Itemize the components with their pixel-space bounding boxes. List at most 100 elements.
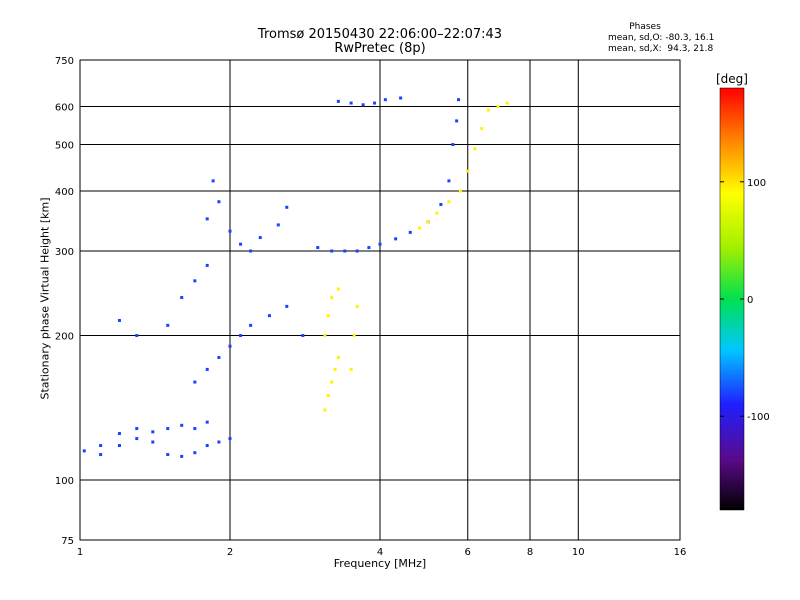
- data-point: [166, 453, 170, 457]
- data-point: [455, 119, 459, 123]
- y-tick-label: 750: [55, 56, 74, 67]
- data-point: [193, 451, 197, 455]
- data-point: [180, 454, 184, 458]
- data-point: [267, 314, 271, 318]
- data-point: [316, 246, 320, 250]
- data-point: [326, 314, 330, 318]
- data-point: [285, 205, 289, 209]
- data-point: [457, 98, 461, 102]
- data-point: [333, 367, 337, 371]
- data-point: [361, 103, 365, 107]
- data-point: [330, 249, 334, 253]
- data-point: [323, 334, 327, 338]
- phases-x-stats: mean, sd,X: 94.3, 21.8: [608, 44, 714, 54]
- data-point: [447, 179, 451, 183]
- data-point: [239, 334, 243, 338]
- y-tick-label: 100: [55, 476, 74, 487]
- data-point: [336, 99, 340, 103]
- data-point: [166, 323, 170, 327]
- data-point: [135, 334, 139, 338]
- data-point: [249, 323, 253, 327]
- data-point: [217, 355, 221, 359]
- data-point: [205, 367, 209, 371]
- data-point: [439, 202, 443, 206]
- y-tick-label: 400: [55, 187, 74, 198]
- data-point: [480, 126, 484, 130]
- data-point: [458, 189, 462, 193]
- data-point: [301, 334, 305, 338]
- data-point: [117, 444, 121, 448]
- y-tick-label: 300: [55, 247, 74, 258]
- data-point: [349, 101, 353, 105]
- data-point: [205, 217, 209, 221]
- data-point: [355, 304, 359, 308]
- data-point: [496, 105, 500, 109]
- data-point: [193, 279, 197, 283]
- data-point: [383, 98, 387, 102]
- data-point: [343, 249, 347, 253]
- data-point: [505, 101, 509, 105]
- data-point: [451, 143, 455, 147]
- data-point: [473, 147, 477, 151]
- colorbar-label: [deg]: [716, 72, 748, 86]
- colorbar-tick-label: 0: [747, 295, 753, 306]
- data-point: [228, 437, 232, 441]
- phases-title: Phases: [629, 22, 661, 32]
- x-tick-label: 10: [572, 547, 585, 558]
- data-point: [285, 304, 289, 308]
- data-point: [399, 96, 403, 100]
- data-point: [151, 440, 155, 444]
- data-point: [349, 367, 353, 371]
- plot-frame: [79, 59, 681, 541]
- data-point: [135, 437, 139, 441]
- data-point: [99, 444, 103, 448]
- data-point: [117, 432, 121, 436]
- data-point: [180, 296, 184, 300]
- data-point: [330, 380, 334, 384]
- data-point: [258, 236, 262, 240]
- data-point: [117, 318, 121, 322]
- chart-title: Tromsø 20150430 22:06:00–22:07:43: [257, 27, 503, 42]
- x-tick-label: 16: [674, 547, 687, 558]
- data-point: [336, 287, 340, 291]
- data-point: [205, 263, 209, 267]
- data-point: [466, 169, 470, 173]
- data-point: [326, 394, 330, 398]
- x-tick-label: 2: [227, 547, 233, 558]
- data-point: [408, 230, 412, 234]
- data-point: [82, 449, 86, 453]
- data-point: [435, 211, 439, 215]
- data-point: [211, 179, 215, 183]
- colorbar-tick-label: -100: [747, 412, 770, 423]
- data-point: [336, 355, 340, 359]
- data-point: [166, 427, 170, 431]
- data-point: [249, 249, 253, 253]
- data-point: [426, 220, 430, 224]
- x-tick-label: 6: [465, 547, 471, 558]
- data-point: [373, 101, 377, 105]
- data-point: [217, 440, 221, 444]
- data-point: [180, 423, 184, 427]
- data-point: [330, 296, 334, 300]
- data-point: [417, 226, 421, 230]
- data-point: [447, 200, 451, 204]
- data-point: [99, 453, 103, 457]
- data-point: [323, 408, 327, 412]
- data-point: [193, 380, 197, 384]
- data-point: [355, 249, 359, 253]
- phases-o-stats: mean, sd,O: -80.3, 16.1: [608, 33, 715, 43]
- data-point: [378, 242, 382, 246]
- x-tick-label: 1: [77, 547, 83, 558]
- data-point: [205, 444, 209, 448]
- data-point: [205, 420, 209, 424]
- data-point: [239, 242, 243, 246]
- colorbar-tick-label: 100: [747, 178, 766, 189]
- y-tick-label: 500: [55, 141, 74, 152]
- data-point: [135, 427, 139, 431]
- y-tick-label: 75: [61, 536, 74, 547]
- x-tick-label: 4: [377, 547, 383, 558]
- data-point: [193, 427, 197, 431]
- data-point: [151, 430, 155, 434]
- data-point: [486, 108, 490, 112]
